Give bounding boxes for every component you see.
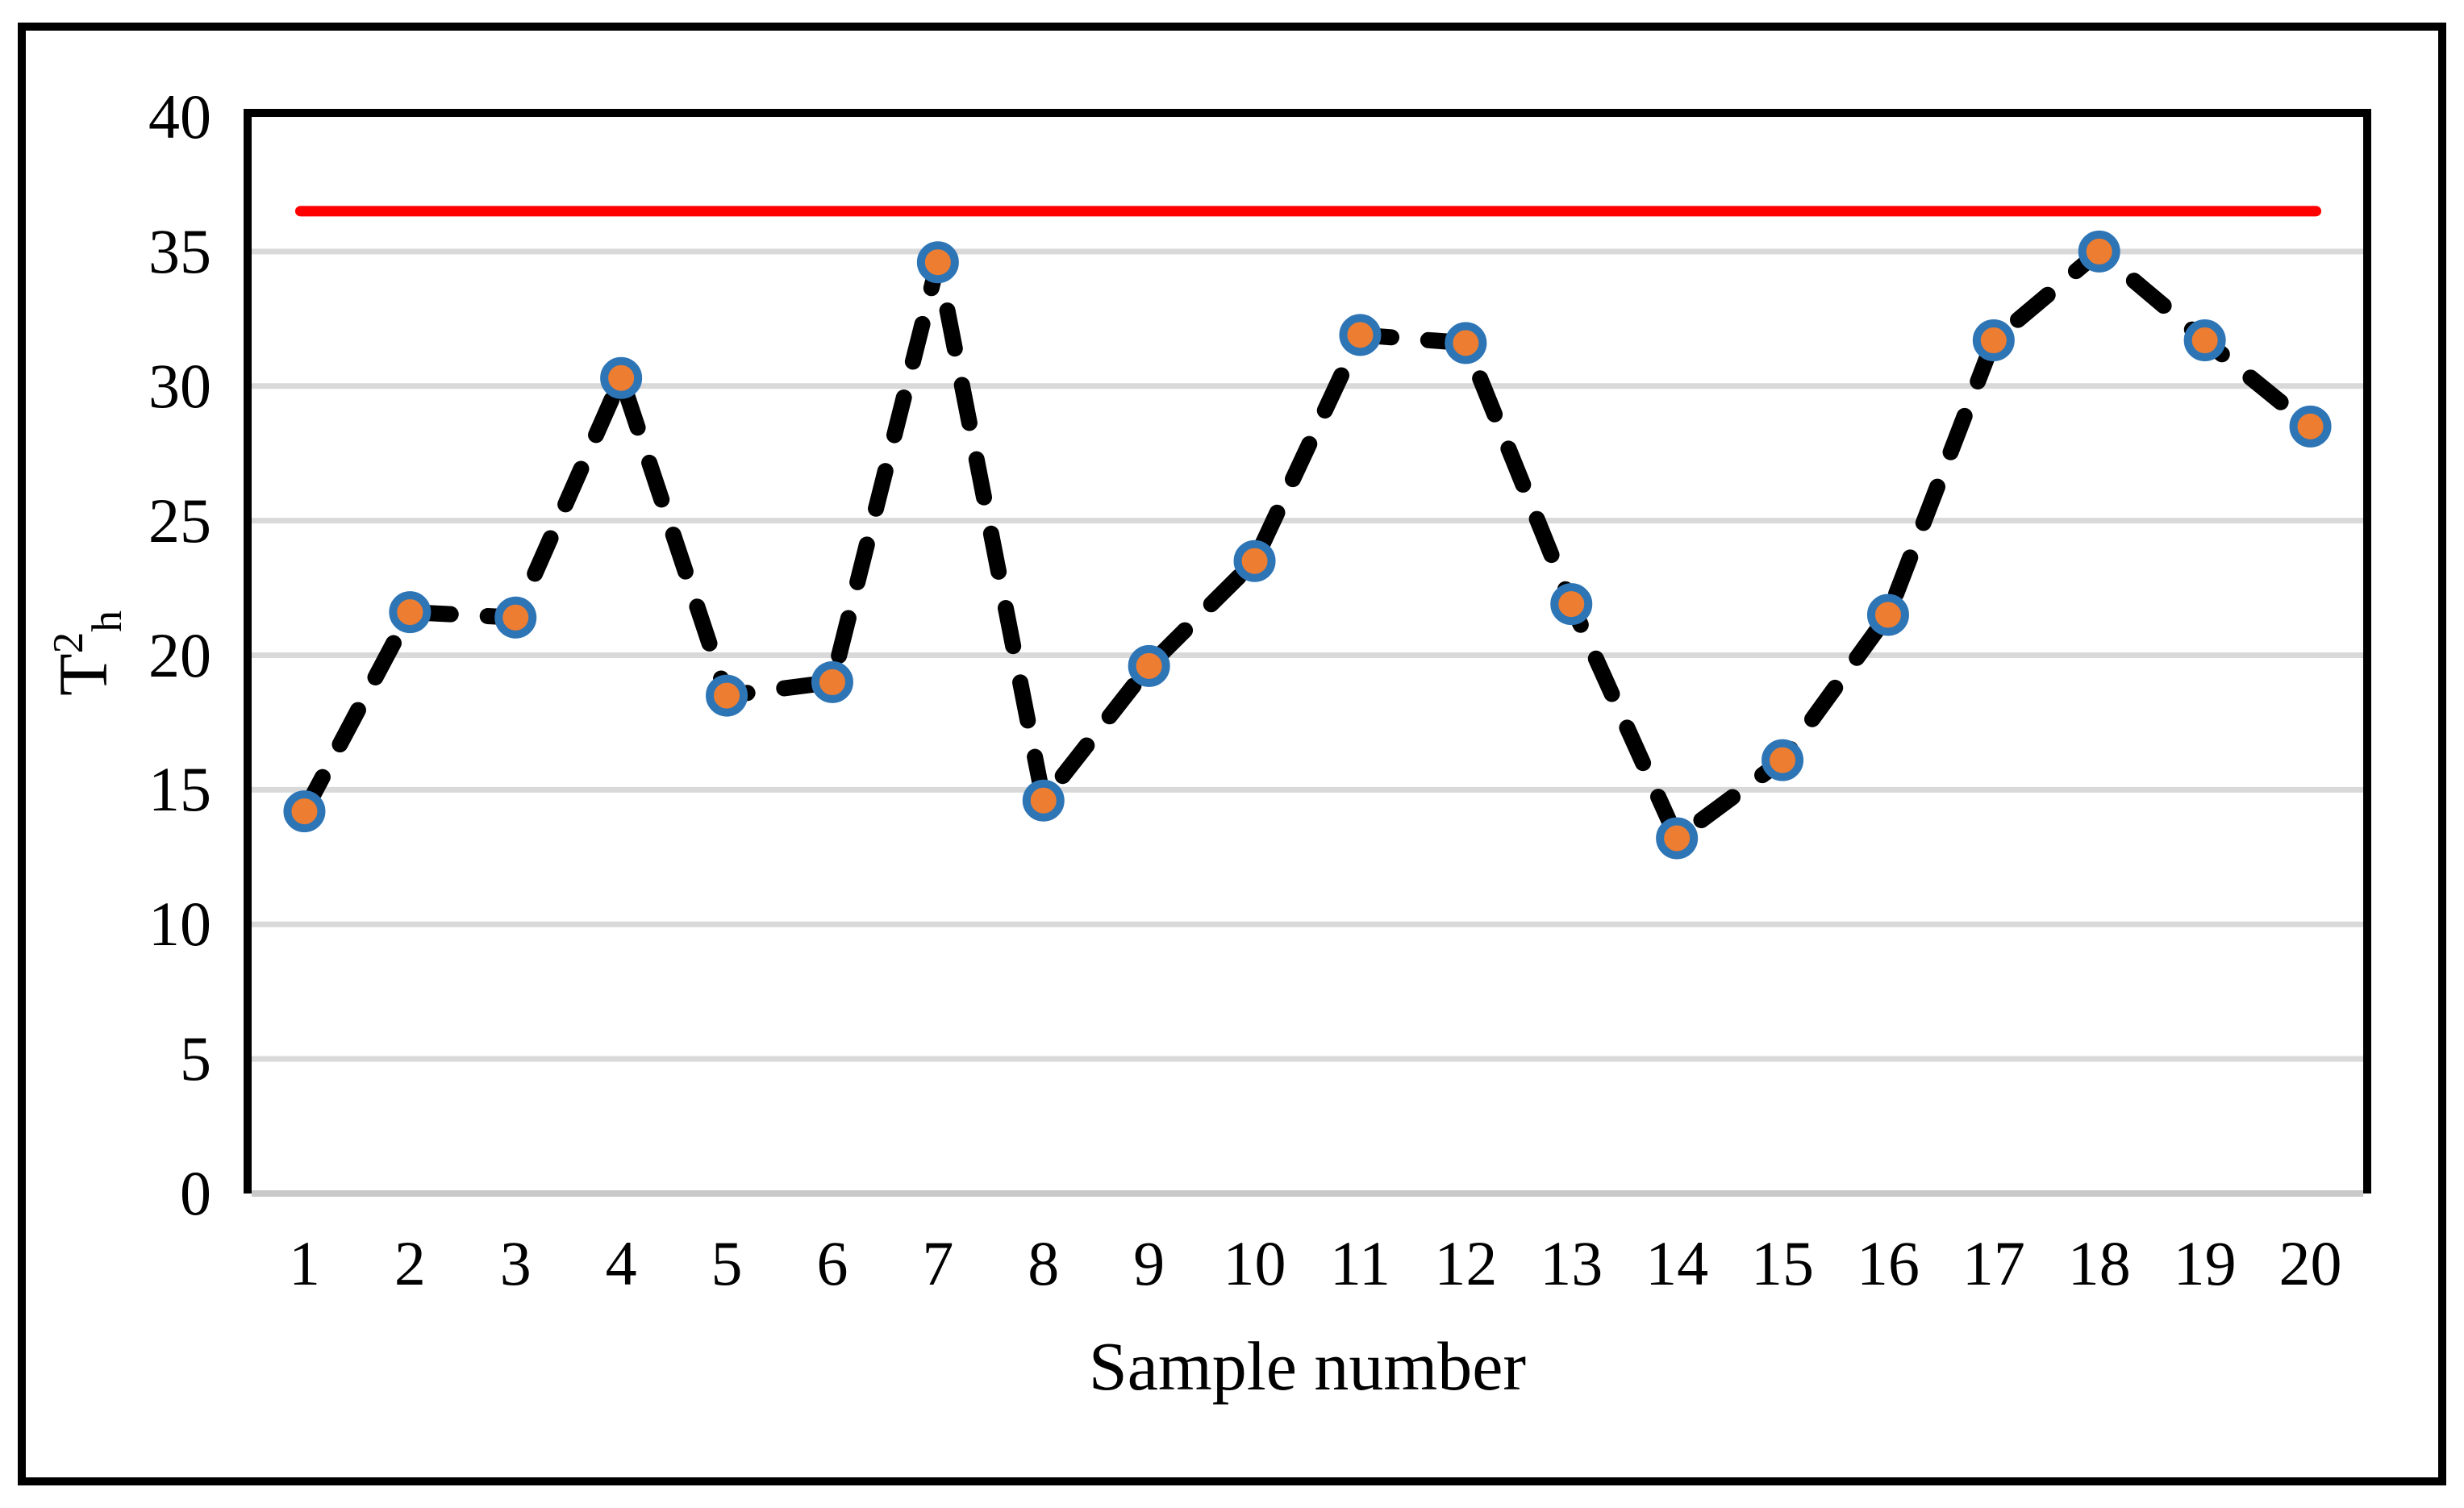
data-point-marker bbox=[1550, 583, 1593, 626]
x-tick-label: 8 bbox=[1028, 1228, 1060, 1298]
data-point-marker bbox=[1022, 779, 1065, 822]
x-tick-label: 16 bbox=[1856, 1228, 1920, 1298]
y-tick-label: 40 bbox=[148, 81, 211, 152]
x-tick-label: 14 bbox=[1645, 1228, 1709, 1298]
x-tick-label: 11 bbox=[1329, 1228, 1390, 1298]
x-tick-label: 6 bbox=[816, 1228, 848, 1298]
data-point-marker bbox=[494, 596, 537, 639]
x-tick-label: 12 bbox=[1434, 1228, 1498, 1298]
data-point-marker bbox=[811, 660, 853, 703]
x-tick-label: 2 bbox=[394, 1228, 426, 1298]
x-tick-label: 4 bbox=[605, 1228, 637, 1298]
data-point-marker bbox=[1128, 644, 1170, 687]
x-tick-label: 7 bbox=[922, 1228, 954, 1298]
x-tick-label: 5 bbox=[711, 1228, 743, 1298]
plot-area bbox=[244, 109, 2371, 1197]
data-point-marker bbox=[1866, 594, 1909, 636]
x-tick-label: 9 bbox=[1133, 1228, 1165, 1298]
data-point-marker bbox=[600, 356, 643, 399]
x-tick-label: 20 bbox=[2278, 1228, 2342, 1298]
y-tick-label: 15 bbox=[148, 754, 211, 825]
data-point-marker bbox=[2183, 319, 2226, 362]
chart-svg bbox=[252, 206, 2363, 1062]
x-tick-label: 10 bbox=[1223, 1228, 1286, 1298]
y-tick-label: 30 bbox=[148, 350, 211, 421]
data-point-marker bbox=[1761, 739, 1804, 781]
data-point-marker bbox=[389, 591, 432, 634]
data-point-marker bbox=[1656, 817, 1699, 860]
x-tick-label: 17 bbox=[1962, 1228, 2025, 1298]
data-point-marker bbox=[1972, 319, 2015, 362]
x-tick-label: 3 bbox=[499, 1228, 532, 1298]
x-axis-title: Sample number bbox=[1088, 1327, 1527, 1405]
x-axis-line bbox=[252, 1190, 2363, 1197]
x-tick-label: 13 bbox=[1540, 1228, 1603, 1298]
y-tick-label: 10 bbox=[148, 889, 211, 960]
x-tick-label: 19 bbox=[2173, 1228, 2237, 1298]
y-tick-label: 20 bbox=[148, 619, 211, 690]
y-tick-label: 5 bbox=[180, 1023, 211, 1094]
data-point-marker bbox=[706, 674, 748, 717]
y-tick-label: 0 bbox=[180, 1158, 211, 1228]
data-point-marker bbox=[2289, 405, 2332, 448]
data-point-marker bbox=[1339, 314, 1382, 356]
series-line bbox=[296, 243, 2319, 847]
data-point-marker bbox=[916, 241, 959, 284]
data-point-marker bbox=[1445, 322, 1487, 365]
x-tick-label: 15 bbox=[1751, 1228, 1815, 1298]
y-tick-label: 35 bbox=[148, 215, 211, 286]
data-point-marker bbox=[1233, 539, 1276, 582]
y-tick-label: 25 bbox=[148, 485, 211, 556]
data-point-marker bbox=[283, 790, 326, 833]
data-point-marker bbox=[2078, 230, 2120, 273]
x-tick-label: 18 bbox=[2067, 1228, 2131, 1298]
outer-frame bbox=[18, 23, 2446, 1485]
x-tick-label: 1 bbox=[288, 1228, 320, 1298]
